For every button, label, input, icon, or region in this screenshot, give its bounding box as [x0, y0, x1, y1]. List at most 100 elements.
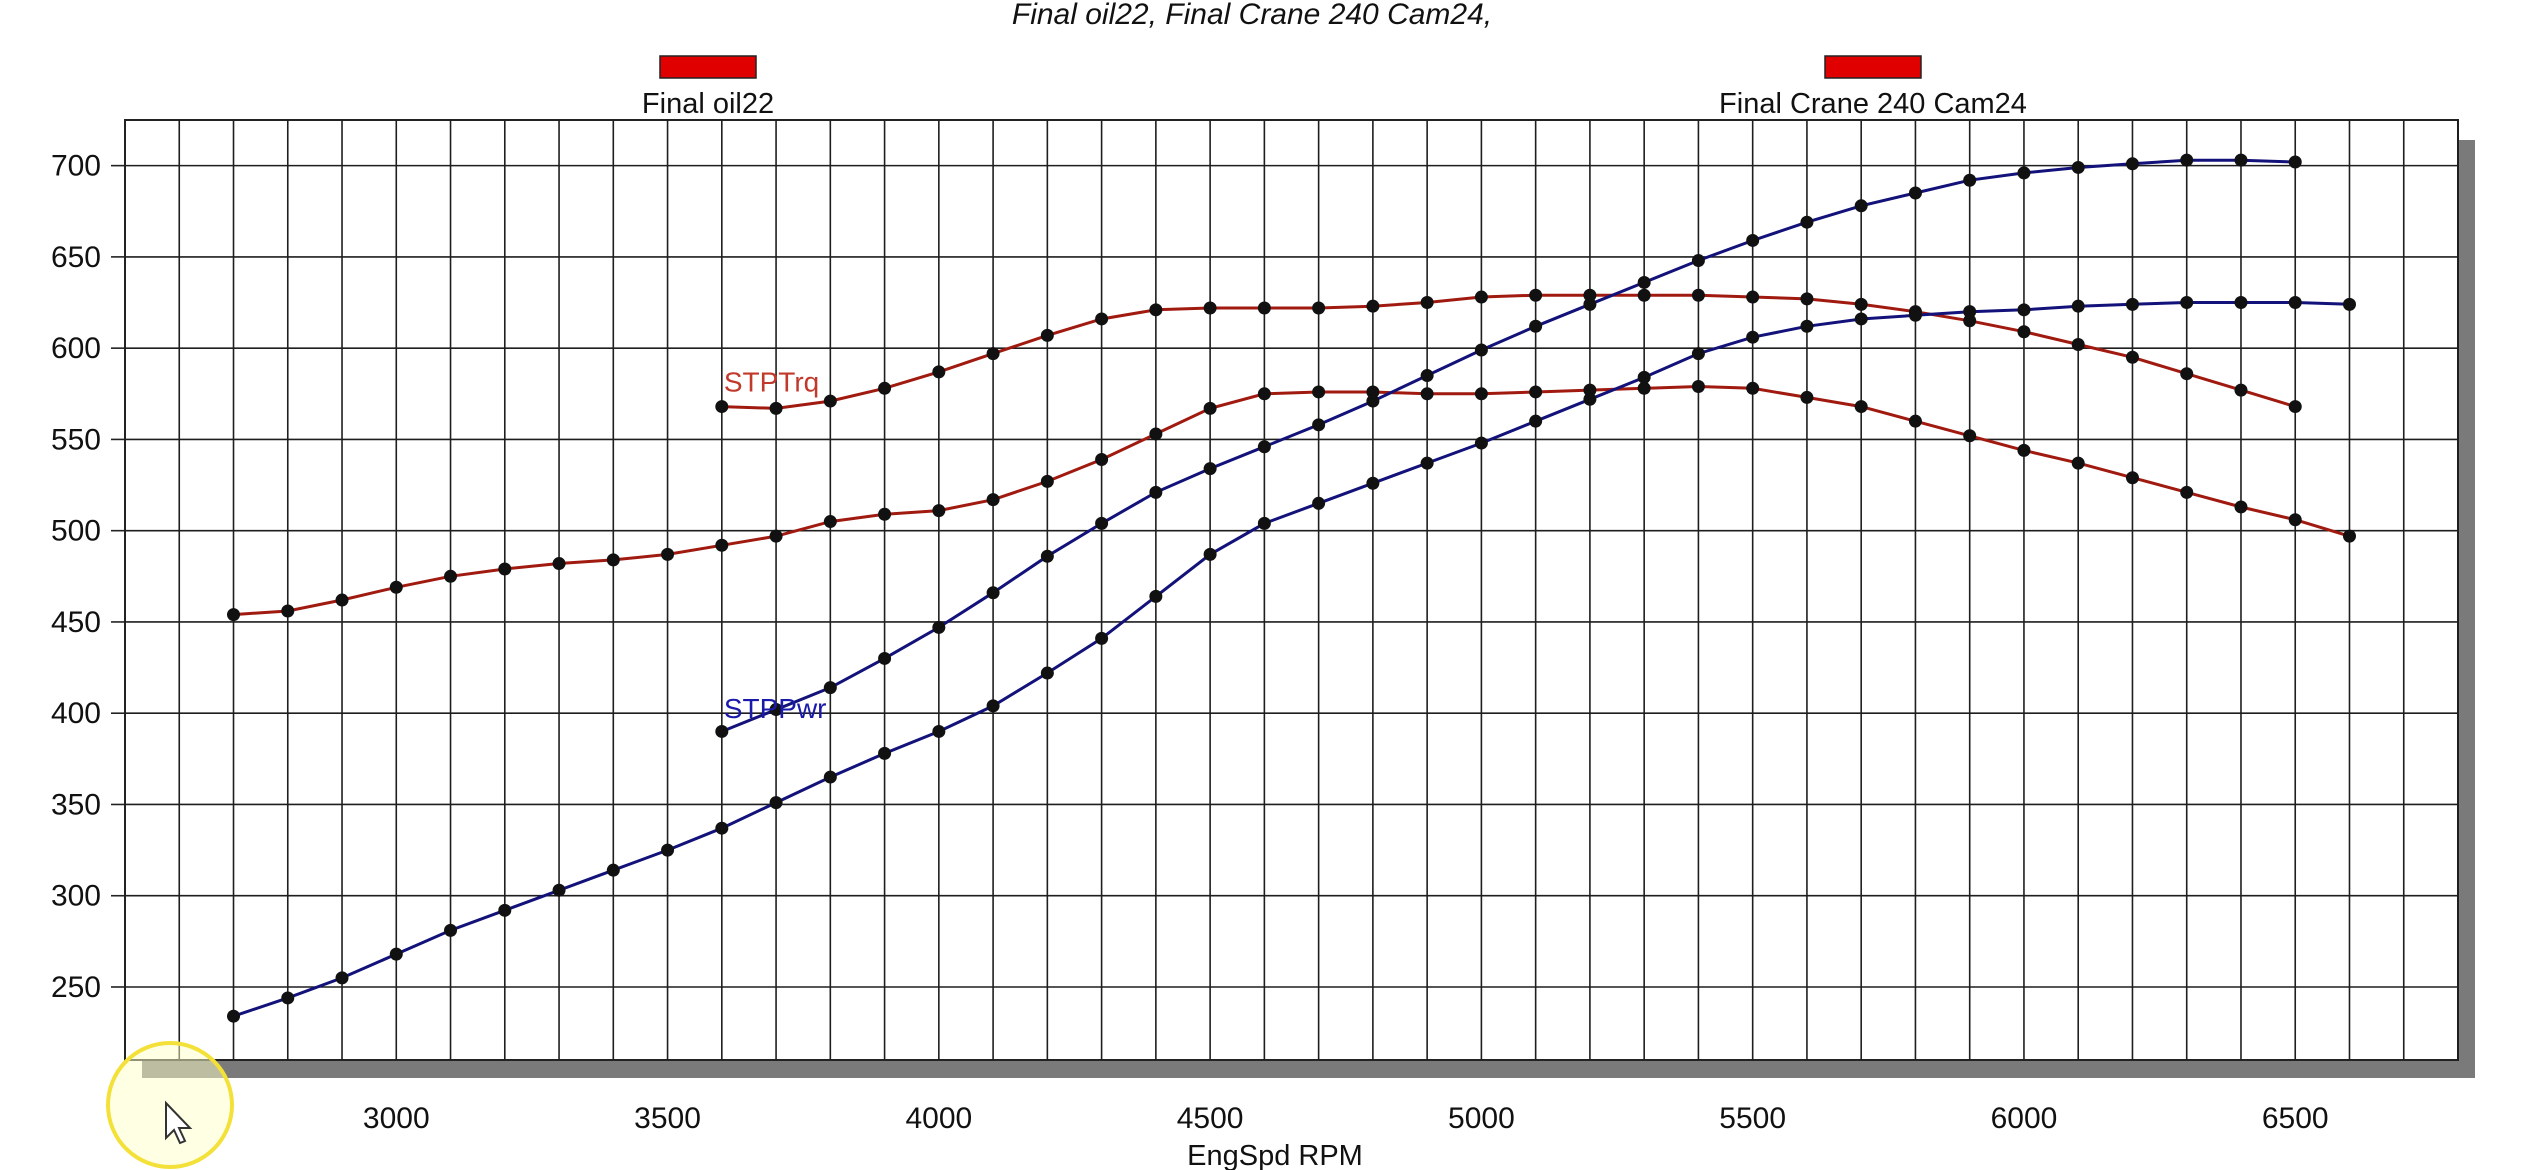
- data-point: [1312, 301, 1326, 315]
- data-point: [281, 604, 295, 618]
- data-point: [444, 923, 458, 937]
- data-point: [1257, 440, 1271, 454]
- data-point: [2180, 485, 2194, 499]
- y-tick-label: 600: [51, 332, 101, 365]
- data-point: [1474, 290, 1488, 304]
- data-point: [1691, 347, 1705, 361]
- y-tick-label: 500: [51, 515, 101, 548]
- data-point: [1366, 299, 1380, 313]
- data-point: [2071, 299, 2085, 313]
- data-point: [2234, 383, 2248, 397]
- data-point: [1474, 387, 1488, 401]
- data-point: [606, 553, 620, 567]
- data-point: [1474, 343, 1488, 357]
- legend-swatch-final-crane: [1824, 55, 1922, 79]
- data-point: [1529, 385, 1543, 399]
- data-point: [1312, 418, 1326, 432]
- legend: Final oil22 Final Crane 240 Cam24: [642, 55, 2027, 120]
- data-point: [986, 493, 1000, 507]
- data-point: [2125, 297, 2139, 311]
- data-point: [986, 347, 1000, 361]
- data-point: [552, 557, 566, 571]
- data-point: [1203, 462, 1217, 476]
- data-point: [335, 593, 349, 607]
- data-point: [1529, 319, 1543, 333]
- data-point: [1583, 383, 1597, 397]
- data-point: [2288, 513, 2302, 527]
- data-point: [1312, 385, 1326, 399]
- data-point: [1040, 474, 1054, 488]
- x-tick-label: 6000: [1991, 1102, 2058, 1135]
- data-point: [769, 703, 783, 717]
- data-point: [1474, 436, 1488, 450]
- series: [227, 153, 2356, 1023]
- x-tick-label: 6500: [2262, 1102, 2329, 1135]
- data-point: [1963, 173, 1977, 187]
- y-tick-label: 450: [51, 606, 101, 639]
- y-tick-label: 550: [51, 423, 101, 456]
- x-tick-label: 5000: [1448, 1102, 1515, 1135]
- data-point: [2125, 157, 2139, 171]
- data-point: [1908, 414, 1922, 428]
- data-point: [715, 724, 729, 738]
- plot-area: [124, 119, 2459, 1061]
- series-line: [233, 384, 2350, 617]
- data-point: [1420, 296, 1434, 310]
- legend-label-final-oil22: Final oil22: [642, 88, 774, 120]
- y-axis-ticks: 250 300 350 400 450 500 550 600 650 700: [51, 150, 125, 1004]
- data-point: [715, 400, 729, 414]
- data-point: [1691, 254, 1705, 268]
- data-point: [2017, 303, 2031, 317]
- y-tick-label: 300: [51, 880, 101, 913]
- data-point: [1312, 496, 1326, 510]
- data-point: [1746, 381, 1760, 395]
- data-point: [281, 991, 295, 1005]
- data-point: [661, 547, 675, 561]
- data-point: [1095, 631, 1109, 645]
- data-point: [2288, 400, 2302, 414]
- data-point: [1908, 186, 1922, 200]
- data-point: [823, 394, 837, 408]
- data-point: [715, 538, 729, 552]
- data-point: [1746, 290, 1760, 304]
- data-point: [2234, 500, 2248, 514]
- data-point: [2125, 350, 2139, 364]
- data-point: [1746, 233, 1760, 247]
- data-point: [1257, 387, 1271, 401]
- data-point: [932, 620, 946, 634]
- x-tick-label: 3500: [634, 1102, 701, 1135]
- y-tick-label: 400: [51, 697, 101, 730]
- data-point: [823, 681, 837, 695]
- data-point: [1095, 452, 1109, 466]
- data-point: [2234, 296, 2248, 310]
- data-point: [823, 515, 837, 529]
- data-point: [1637, 288, 1651, 302]
- data-point: [1366, 385, 1380, 399]
- data-point: [1095, 312, 1109, 326]
- data-point: [1149, 589, 1163, 603]
- series-line: [233, 301, 2350, 1018]
- data-point: [1040, 549, 1054, 563]
- data-point: [2234, 153, 2248, 167]
- data-point: [2288, 296, 2302, 310]
- data-point: [389, 947, 403, 961]
- data-point: [2017, 166, 2031, 180]
- data-point: [1420, 456, 1434, 470]
- data-point: [878, 381, 892, 395]
- data-point: [2342, 529, 2356, 543]
- data-point: [2180, 367, 2194, 381]
- y-tick-label: 350: [51, 788, 101, 821]
- data-point: [227, 608, 241, 622]
- data-point: [1040, 328, 1054, 342]
- x-tick-label: 5500: [1719, 1102, 1786, 1135]
- data-point: [878, 746, 892, 760]
- data-point: [552, 883, 566, 897]
- data-point: [1854, 199, 1868, 213]
- data-point: [769, 401, 783, 415]
- data-point: [1583, 288, 1597, 302]
- data-point: [661, 843, 675, 857]
- data-point: [769, 796, 783, 810]
- x-tick-label: 4500: [1177, 1102, 1244, 1135]
- data-point: [2125, 471, 2139, 485]
